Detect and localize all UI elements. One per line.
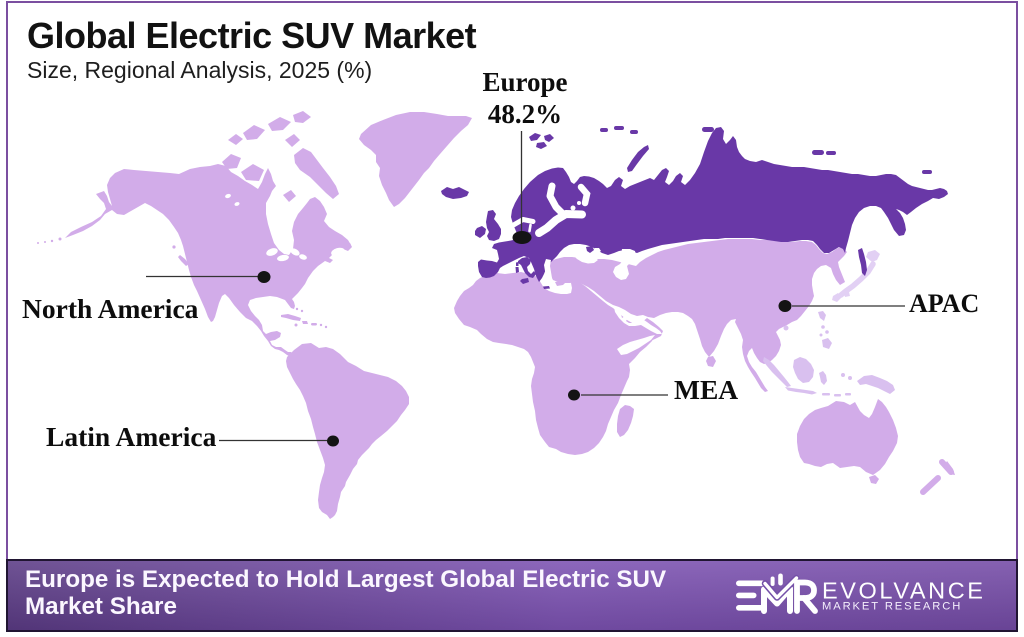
svg-text:MARKET RESEARCH: MARKET RESEARCH xyxy=(822,601,962,613)
svg-text:EVOLVANCE: EVOLVANCE xyxy=(822,578,986,604)
